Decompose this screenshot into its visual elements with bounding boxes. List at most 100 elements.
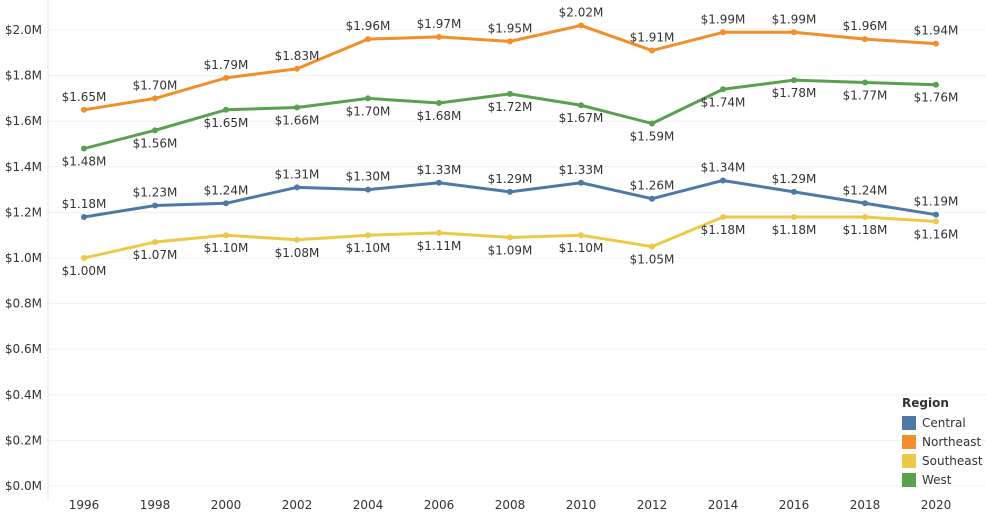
data-point [507,38,513,45]
data-label: $1.30M [346,170,391,184]
x-tick-label: 2016 [779,498,810,512]
data-point [791,29,797,36]
data-point [649,120,655,127]
data-point [720,86,726,93]
data-point [578,232,584,239]
data-label: $1.65M [204,116,249,130]
data-point [81,255,87,261]
data-point [578,22,584,29]
data-point [294,184,300,191]
data-label: $1.19M [914,195,959,209]
x-tick-label: 2000 [211,498,242,512]
data-point [507,90,513,97]
data-label: $1.18M [62,197,107,211]
data-point [862,36,868,43]
x-tick-label: 2004 [353,498,384,512]
x-tick-label: 1996 [69,498,100,512]
data-point [720,213,726,220]
data-label: $1.96M [346,19,391,33]
data-label: $1.76M [914,91,959,105]
data-label: $1.70M [133,78,178,92]
data-label: $1.10M [204,241,249,255]
x-tick-label: 2012 [637,498,668,512]
data-point [81,145,87,152]
data-label: $1.70M [346,104,391,118]
data-point [436,179,442,186]
data-point [81,106,87,113]
data-point [649,195,655,202]
data-label: $1.59M [630,129,675,143]
data-label: $1.18M [843,223,888,237]
legend-title: Region [902,396,949,410]
data-point [933,211,939,218]
data-point [649,47,655,54]
legend-item-central[interactable]: Central [902,413,983,432]
legend-item-southeast[interactable]: Southeast [902,451,983,470]
data-point [223,200,229,207]
data-label: $1.00M [62,264,107,278]
data-label: $1.16M [914,228,959,242]
data-label: $1.10M [559,241,604,255]
data-point [862,200,868,207]
data-label: $1.65M [62,90,107,104]
data-point [365,232,371,239]
x-tick-label: 2002 [282,498,313,512]
y-tick-label: $0.2M [5,433,42,447]
data-label: $1.99M [772,12,817,26]
data-point [507,234,513,241]
data-point [578,179,584,186]
data-point [933,40,939,47]
data-label: $1.66M [275,114,320,128]
data-label: $1.83M [275,49,320,63]
legend-item-west[interactable]: West [902,470,983,489]
legend: Region Central Northeast Southeast West [902,396,983,489]
data-label: $1.11M [417,239,462,253]
data-point [720,29,726,36]
data-point [365,36,371,43]
data-point [294,236,300,243]
data-label: $1.91M [630,31,675,45]
x-tick-label: 1998 [140,498,171,512]
legend-label: West [922,472,952,487]
data-label: $1.67M [559,111,604,125]
data-label: $1.29M [772,172,817,186]
y-tick-label: $0.8M [5,297,42,311]
x-tick-label: 2010 [566,498,597,512]
data-label: $1.08M [275,246,320,260]
data-label: $1.34M [701,160,746,174]
data-label: $1.95M [488,21,533,35]
data-label: $1.72M [488,100,533,114]
data-label: $1.33M [559,163,604,177]
data-label: $1.09M [488,243,533,257]
data-point [365,95,371,102]
data-label: $1.23M [133,186,178,200]
legend-item-northeast[interactable]: Northeast [902,432,983,451]
data-label: $1.29M [488,172,533,186]
data-point [365,186,371,193]
legend-swatch [902,472,916,487]
data-label: $1.96M [843,19,888,33]
y-tick-label: $1.8M [5,69,42,83]
x-tick-label: 2020 [921,498,952,512]
x-tick-label: 2008 [495,498,526,512]
data-point [436,33,442,40]
data-label: $1.05M [630,253,675,267]
data-label: $1.77M [843,88,888,102]
data-point [862,79,868,86]
data-point [507,188,513,195]
legend-label: Central [922,415,966,430]
data-label: $2.02M [559,5,604,19]
data-point [791,213,797,220]
y-tick-label: $0.4M [5,388,42,402]
data-label: $1.31M [275,167,320,181]
data-point [81,213,87,220]
data-point [933,81,939,88]
data-point [933,218,939,225]
y-tick-label: $0.0M [5,479,42,493]
data-label: $1.24M [843,183,888,197]
y-tick-label: $1.2M [5,205,42,219]
legend-label: Northeast [922,434,982,449]
data-point [294,65,300,72]
data-label: $1.94M [914,24,959,38]
data-label: $1.18M [701,223,746,237]
